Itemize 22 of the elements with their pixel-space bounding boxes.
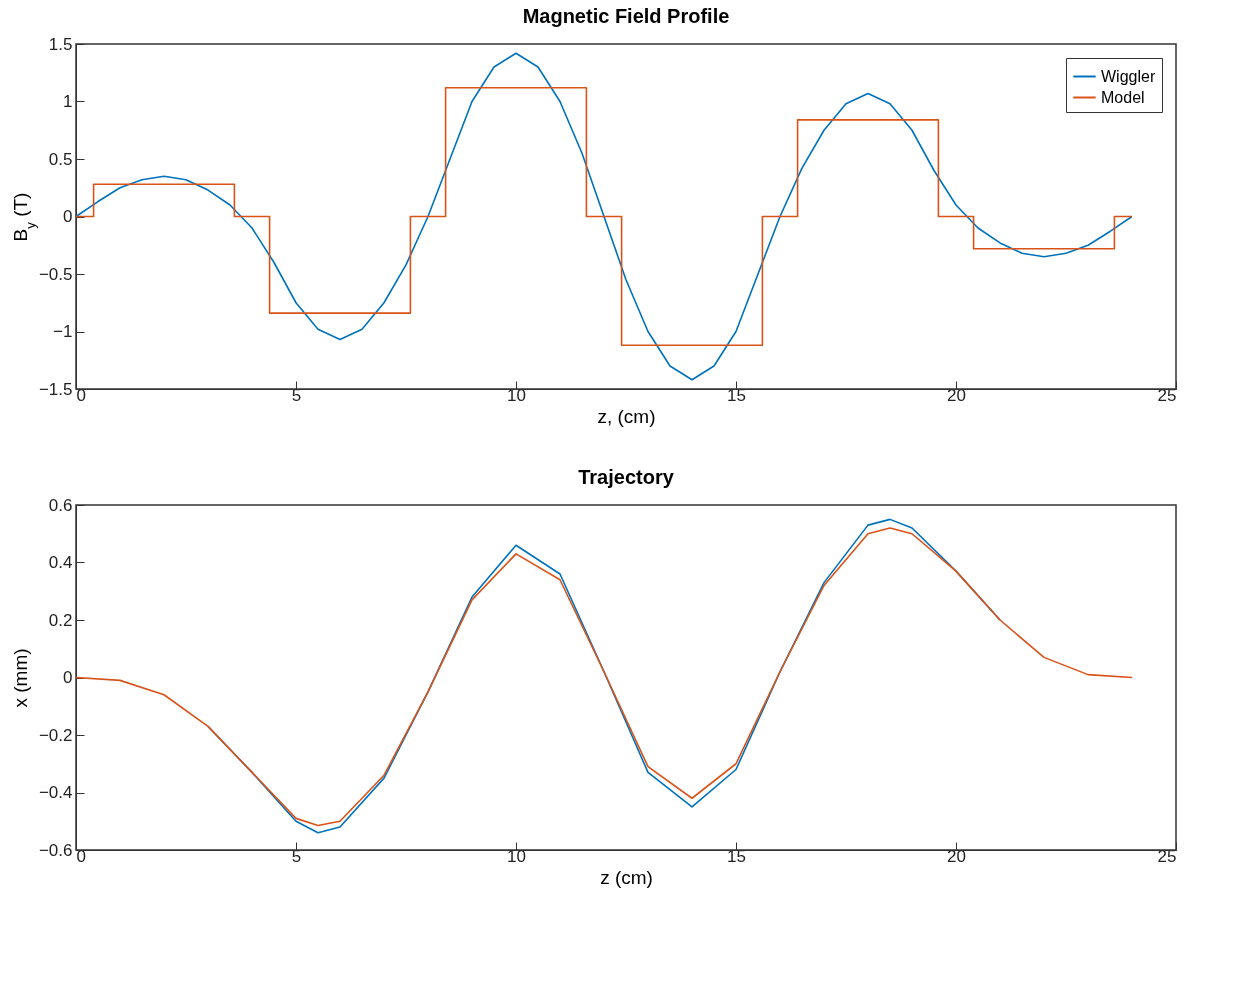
legend-label: Model — [1101, 88, 1145, 106]
y-tick-label: 1.5 — [48, 34, 73, 54]
y-tick-label: 0 — [63, 207, 73, 226]
x-axis-title: z, (cm) — [597, 405, 656, 427]
y-tick-label: 0.4 — [48, 553, 73, 572]
y-tick-label: −1.5 — [38, 379, 73, 399]
y-tick-label: 0.2 — [48, 610, 73, 630]
x-axis-title: z (cm) — [600, 866, 653, 888]
chart-title: Trajectory — [578, 466, 675, 488]
legend-label: Wiggler — [1101, 67, 1156, 85]
y-tick-label: 0.6 — [48, 495, 73, 515]
y-tick-label: 1 — [63, 92, 73, 111]
y-tick-label: 0 — [63, 668, 73, 687]
y-tick-label: −0.6 — [38, 840, 73, 860]
chart-title: Magnetic Field Profile — [522, 5, 730, 27]
line-series — [75, 527, 1133, 827]
y-tick-label: −0.5 — [38, 264, 73, 284]
y-tick-label: 0.5 — [48, 149, 73, 169]
y-tick-label: −1 — [53, 322, 73, 341]
y-tick-label: −0.4 — [38, 783, 73, 802]
y-axis-title: x (mm) — [9, 648, 31, 708]
y-tick-label: −0.2 — [38, 725, 73, 745]
